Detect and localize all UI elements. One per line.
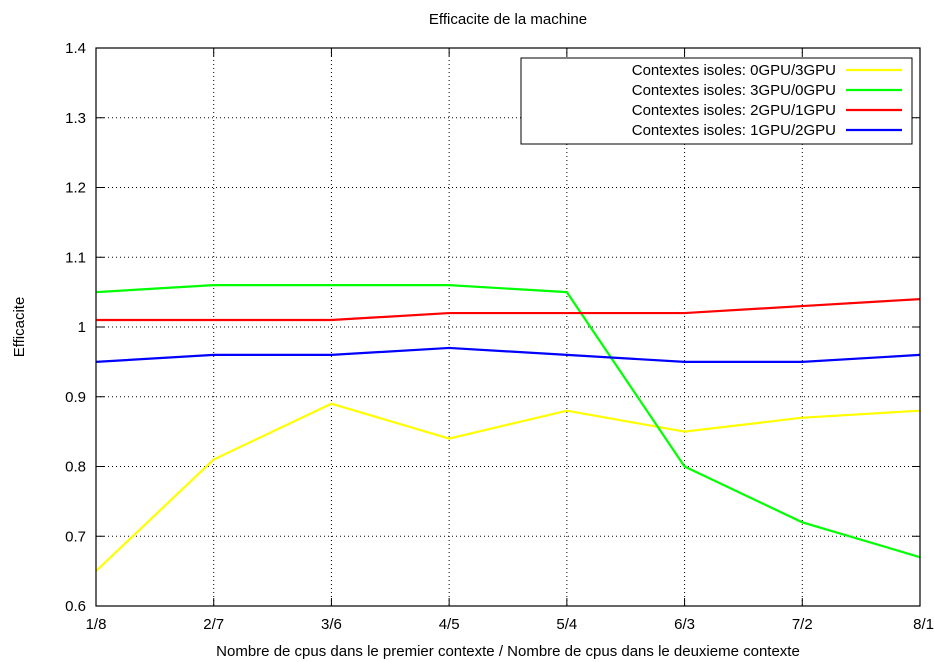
y-tick-label: 0.7 (65, 528, 86, 545)
x-tick-label: 1/8 (86, 616, 107, 633)
legend-label: Contextes isoles: 1GPU/2GPU (632, 122, 836, 139)
series-line-1 (95, 284, 921, 559)
x-axis-label: Nombre de cpus dans le premier contexte … (216, 643, 800, 660)
legend: Contextes isoles: 0GPU/3GPU Contextes iso… (520, 57, 913, 145)
x-tick-label: 5/4 (556, 616, 577, 633)
plot-frame (95, 47, 921, 607)
y-tick-label: 1.1 (65, 249, 86, 266)
legend-label: Contextes isoles: 3GPU/0GPU (632, 82, 836, 99)
y-axis-label: Efficacite (11, 297, 28, 358)
y-tick-label: 1 (78, 319, 86, 336)
axis-ticks: 0.6 0.7 0.8 0.9 1 1.1 1.2 1.3 1.4 1/8 2/7 3/6 4/5 5/4… (65, 40, 934, 633)
x-tick-label: 6/3 (674, 616, 695, 633)
series-line-2 (96, 298, 921, 322)
series-group (95, 284, 921, 572)
chart-title: Efficacite de la machine (429, 11, 587, 28)
series-line-3 (95, 346, 921, 363)
y-tick-label: 0.8 (65, 459, 86, 476)
x-tick-label: 8/1 (913, 616, 934, 633)
series-line-0 (95, 402, 921, 572)
x-tick-label: 7/2 (792, 616, 813, 633)
x-tick-label: 3/6 (321, 616, 342, 633)
y-tick-label: 0.6 (65, 598, 86, 615)
y-tick-label: 1.4 (65, 40, 86, 57)
y-tick-label: 0.9 (65, 389, 86, 406)
legend-label: Contextes isoles: 2GPU/1GPU (632, 102, 836, 119)
x-tick-label: 4/5 (439, 616, 460, 633)
legend-label: Contextes isoles: 0GPU/3GPU (632, 62, 836, 79)
y-tick-label: 1.3 (65, 110, 86, 127)
x-tick-label: 2/7 (203, 616, 224, 633)
y-tick-label: 1.2 (65, 180, 86, 197)
